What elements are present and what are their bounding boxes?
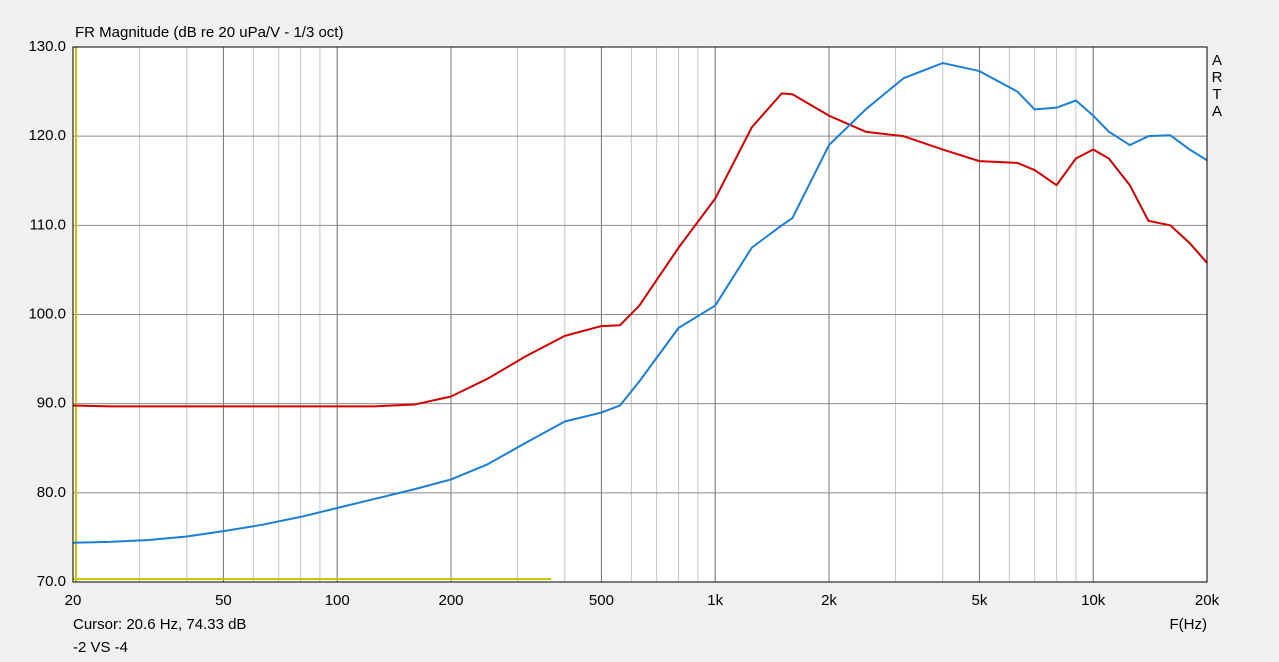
grid [72, 46, 1208, 583]
y-tick-label: 80.0 [37, 484, 66, 501]
x-tick-label: 20 [65, 592, 82, 609]
plot-frame [72, 46, 1208, 583]
watermark: ARTA [1209, 52, 1226, 120]
x-axis-label: F(Hz) [1170, 616, 1208, 633]
x-tick-label: 20k [1195, 592, 1220, 609]
x-tick-label: 1k [707, 592, 723, 609]
y-tick-label: 100.0 [28, 305, 66, 322]
x-tick-label: 10k [1081, 592, 1106, 609]
y-tick-label: 110.0 [30, 216, 66, 233]
x-tick-label: 50 [215, 592, 232, 609]
lines [72, 62, 1208, 544]
x-tick-label: 100 [325, 592, 350, 609]
y-tick-label: 120.0 [28, 127, 66, 144]
series-line [72, 92, 1208, 408]
y-tick-label: 130.0 [28, 38, 66, 55]
status-text: -2 VS -4 [73, 639, 128, 656]
x-tick-label: 200 [438, 592, 463, 609]
x-tick-label: 500 [589, 592, 614, 609]
x-tick-label: 5k [971, 592, 987, 609]
y-tick-label: 90.0 [37, 395, 66, 412]
x-tick-label: 2k [821, 592, 837, 609]
series-line [72, 62, 1208, 544]
cursor-readout: Cursor: 20.6 Hz, 74.33 dB [73, 616, 246, 633]
chart-title: FR Magnitude (dB re 20 uPa/V - 1/3 oct) [75, 24, 343, 41]
y-tick-label: 70.0 [37, 573, 66, 590]
